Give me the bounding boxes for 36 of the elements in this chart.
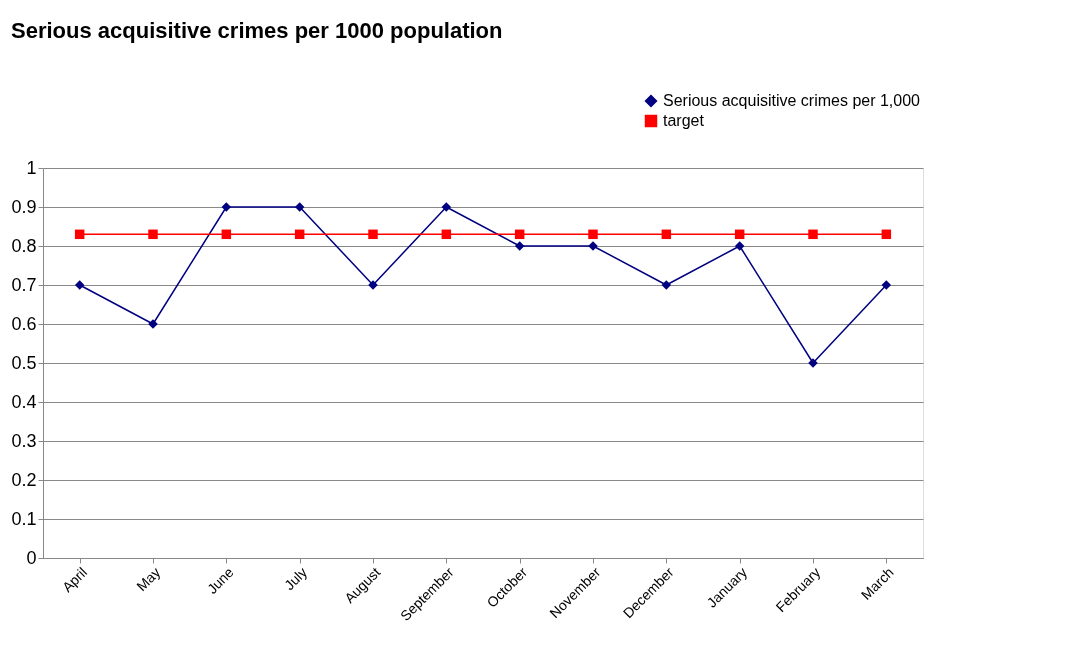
y-tick-label: 0.5 bbox=[11, 352, 37, 373]
legend-label: target bbox=[663, 112, 705, 129]
y-tick-label: 0.3 bbox=[11, 430, 37, 451]
chart-title: Serious acquisitive crimes per 1000 population bbox=[10, 18, 503, 43]
point bbox=[441, 229, 452, 240]
x-tick-label: May bbox=[133, 564, 164, 595]
y-tick-label: 0.8 bbox=[11, 235, 37, 256]
point bbox=[808, 229, 818, 240]
y-tick-label: 1 bbox=[26, 157, 37, 178]
point bbox=[514, 229, 525, 240]
point bbox=[514, 241, 525, 251]
point bbox=[661, 229, 672, 240]
point bbox=[881, 280, 892, 290]
y-tick-label: 0.9 bbox=[11, 196, 37, 217]
legend-label: Serious acquisitive crimes per 1,000 bbox=[663, 92, 921, 109]
point bbox=[294, 229, 305, 240]
point bbox=[148, 229, 158, 240]
point bbox=[661, 280, 672, 290]
point bbox=[588, 229, 598, 240]
point bbox=[221, 229, 232, 240]
point bbox=[441, 202, 452, 212]
y-tick-label: 0.1 bbox=[11, 508, 37, 529]
point bbox=[221, 202, 232, 212]
y-tick-label: 0.6 bbox=[11, 313, 37, 334]
point bbox=[74, 229, 85, 240]
y-tick-label: 0.7 bbox=[11, 274, 37, 295]
x-tick-label: July bbox=[281, 564, 311, 594]
point bbox=[294, 202, 305, 212]
y-tick-label: 0 bbox=[26, 547, 37, 568]
point bbox=[74, 280, 85, 290]
y-tick-label: 0.4 bbox=[11, 391, 37, 412]
point bbox=[881, 229, 892, 240]
point bbox=[368, 229, 378, 240]
point bbox=[734, 229, 745, 240]
point bbox=[734, 241, 745, 251]
y-tick-label: 0.2 bbox=[11, 469, 37, 490]
